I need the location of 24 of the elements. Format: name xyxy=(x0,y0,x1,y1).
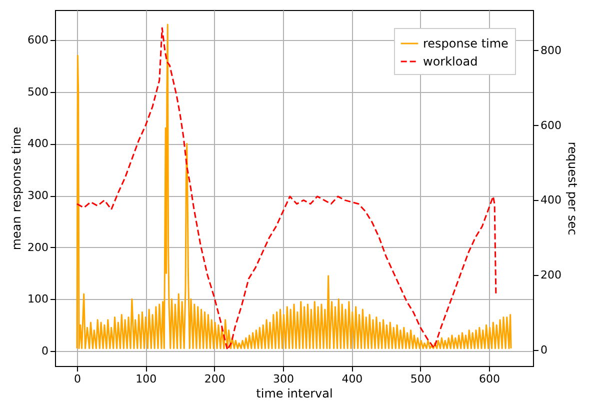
y-tick-label: 0 xyxy=(42,344,48,358)
y2-tick-label: 400 xyxy=(540,194,562,207)
x-tick-label: 400 xyxy=(342,372,363,386)
y2-axis-title: request per sec xyxy=(565,142,580,236)
y2-tick-label: 800 xyxy=(540,44,562,57)
legend-label: workload xyxy=(423,54,478,68)
y-tick-label: 600 xyxy=(28,34,48,47)
y2-tick-label: 600 xyxy=(540,118,562,132)
y2-tick-label: 200 xyxy=(540,268,562,282)
y-tick-label: 300 xyxy=(28,189,48,202)
y-tick-label: 100 xyxy=(28,292,48,306)
x-tick-label: 300 xyxy=(273,372,294,386)
x-tick-label: 600 xyxy=(479,372,500,386)
x-tick-label: 100 xyxy=(136,372,157,386)
x-tick-label: 0 xyxy=(74,372,81,386)
x-axis-title: time interval xyxy=(256,386,333,400)
x-tick-label: 200 xyxy=(204,372,226,386)
y-tick-label: 500 xyxy=(28,85,48,98)
x-tick-label: 500 xyxy=(410,372,432,386)
y2-tick-label: 0 xyxy=(540,343,548,356)
y-axis-title: mean response time xyxy=(10,126,24,250)
y-tick-label: 200 xyxy=(28,240,48,254)
y-tick-label: 400 xyxy=(28,137,48,150)
legend-label: response time xyxy=(423,36,508,50)
